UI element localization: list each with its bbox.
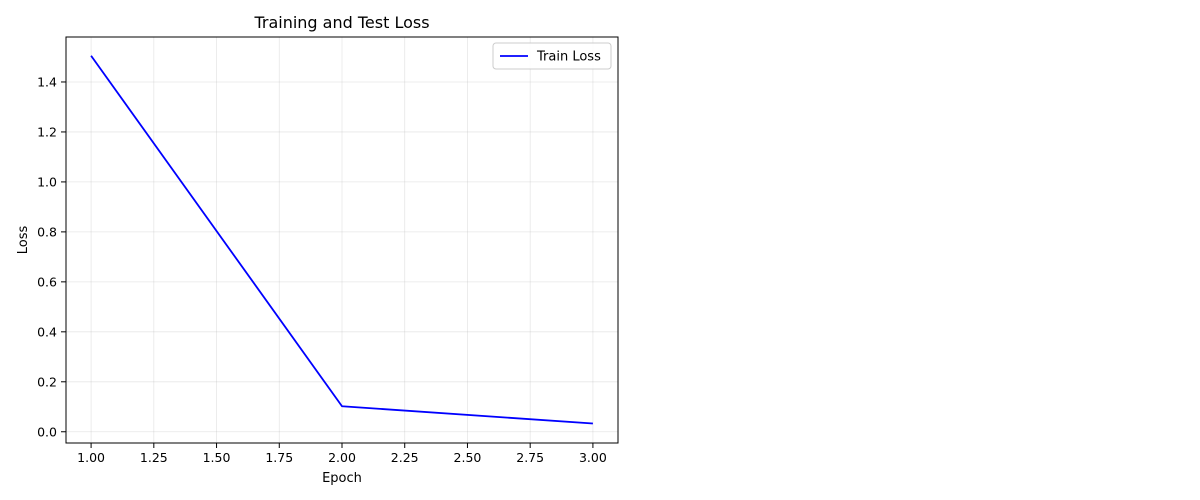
x-tick-label: 2.75 <box>516 450 544 465</box>
x-tick-label: 2.00 <box>328 450 356 465</box>
x-tick-label: 2.50 <box>454 450 482 465</box>
y-tick-label: 0.4 <box>37 324 57 339</box>
x-tick-label: 1.50 <box>203 450 231 465</box>
y-axis-label: Loss <box>16 226 31 255</box>
legend: Train Loss <box>492 42 612 70</box>
x-tick-label: 1.00 <box>77 450 105 465</box>
y-tick-label: 1.2 <box>37 124 57 139</box>
series-line-train-loss <box>90 55 593 425</box>
grid <box>66 37 618 443</box>
y-tick-label: 1.4 <box>37 74 57 89</box>
legend-label: Train Loss <box>536 50 601 65</box>
x-tick-label: 1.75 <box>265 450 293 465</box>
y-tick-label: 0.2 <box>37 374 57 389</box>
chart-title: Training and Test Loss <box>253 13 429 32</box>
y-tick-label: 0.8 <box>37 224 57 239</box>
x-tick-label: 3.00 <box>579 450 607 465</box>
x-tick-label: 2.25 <box>391 450 419 465</box>
x-axis-label: Epoch <box>322 471 362 486</box>
legend-box <box>492 42 612 70</box>
y-tick-label: 1.0 <box>37 174 57 189</box>
series-layer <box>90 55 593 425</box>
ticks: 1.00 1.25 1.50 1.75 2.00 2.25 2.50 2.75 3.00 0.0 0… <box>37 74 607 465</box>
y-tick-label: 0.0 <box>37 424 57 439</box>
x-tick-label: 1.25 <box>140 450 168 465</box>
y-tick-label: 0.6 <box>37 274 57 289</box>
